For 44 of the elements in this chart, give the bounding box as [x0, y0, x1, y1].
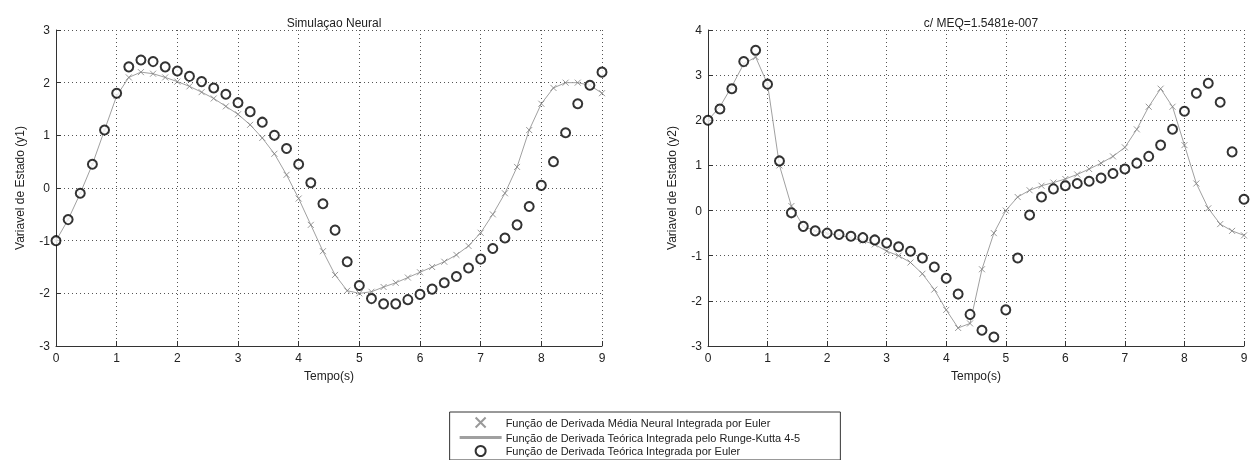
x-tick-label: 3 [234, 351, 242, 365]
y-tick-label: -3 [691, 339, 703, 353]
x-tick-label: 5 [1002, 351, 1010, 365]
y-tick-label: 1 [43, 128, 51, 143]
y-tick-label: -1 [39, 233, 51, 248]
x-tick-label: 4 [295, 351, 303, 365]
x-tick-label: 1 [113, 351, 121, 365]
y-tick-label: -1 [691, 248, 703, 263]
x-tick-label: 6 [1061, 351, 1069, 365]
x-tick-label: 9 [1240, 351, 1248, 365]
x-axis-title: Tempo(s) [950, 369, 1002, 383]
x-tick-label: 8 [1181, 351, 1189, 365]
x-tick-label: 6 [416, 351, 424, 365]
x-tick-label: 2 [823, 351, 831, 365]
x-tick-label: 0 [52, 351, 60, 365]
legend-label: Função de Derivada Teórica Integrada por Euler [505, 445, 741, 457]
x-tick-label: 2 [173, 351, 181, 365]
x-tick-label: 8 [537, 351, 545, 365]
y-axis-title: Variavel de Estado (y2) [665, 126, 679, 250]
x-tick-label: 9 [598, 351, 606, 365]
y-tick-label: -2 [39, 286, 51, 301]
chart-title: Simulaçao Neural [286, 16, 382, 30]
x-tick-label: 3 [883, 351, 891, 365]
x-tick-label: 7 [477, 351, 485, 365]
x-tick-label: 4 [942, 351, 950, 365]
x-tick-label: 7 [1121, 351, 1129, 365]
y-tick-label: -2 [691, 293, 703, 308]
y-tick-label: 2 [695, 113, 703, 128]
y-tick-label: 4 [695, 23, 703, 37]
y-axis-title: Variavel de Estado (y1) [13, 126, 27, 250]
x-axis-title: Tempo(s) [303, 369, 355, 383]
chart-title: c/ MEQ=1.5481e-007 [923, 16, 1039, 30]
y-tick-label: 2 [43, 75, 51, 90]
y-tick-label: 1 [695, 158, 703, 173]
legend-label: Função de Derivada Teórica Integrada pelo Runge-Kutta 4-5 [505, 431, 801, 444]
y-tick-label: 0 [43, 181, 51, 195]
y-tick-label: 3 [43, 23, 51, 37]
x-tick-label: 1 [764, 351, 772, 365]
legend-label: Função de Derivada Média Neural Integrada por Euler [505, 416, 771, 429]
x-tick-label: 5 [355, 351, 363, 365]
x-tick-label: 0 [704, 351, 712, 365]
y-tick-label: 3 [695, 68, 703, 83]
y-tick-label: 0 [695, 203, 703, 218]
y-tick-label: -3 [39, 339, 51, 353]
